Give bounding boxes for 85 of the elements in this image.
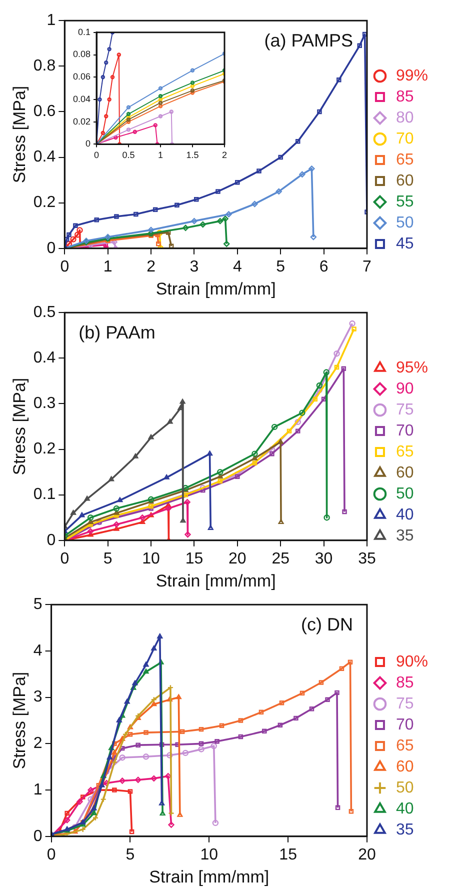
x-tick-label: 10 [142,550,160,568]
y-tick-label: 0.04 [72,94,91,104]
y-tick-label: 0.1 [78,26,91,37]
legend-label: 45 [396,235,414,252]
x-tick-label: 2 [146,258,156,276]
x-tick-label: 15 [185,550,204,568]
x-tick-label: 35 [358,550,376,568]
y-tick-label: 0.4 [33,148,56,166]
legend-label: 95% [396,359,428,376]
x-tick-label: 20 [358,846,376,864]
x-tick-label: 10 [200,846,218,864]
x-tick-label: 25 [272,550,290,568]
annotation: (c) DN [300,614,353,635]
x-tick-label: 4 [232,258,242,276]
y-tick-label: 0.2 [33,194,56,212]
legend-label: 75 [396,695,414,712]
x-tick-label: 6 [319,258,328,276]
legend-label: 80 [396,109,414,126]
legend-label: 90% [396,653,428,670]
legend-label: 50 [396,779,414,796]
legend-label: 50 [396,485,414,502]
y-tick-label: 0.8 [33,58,56,75]
x-tick-label: 0.5 [122,150,135,160]
legend-label: 60 [396,464,414,482]
y-tick-label: 0.3 [33,395,56,412]
y-tick-label: 0.02 [72,116,91,126]
legend-label: 85 [396,674,414,692]
x-tick-label: 7 [362,258,372,276]
legend-label: 60 [396,172,414,190]
x-tick-label: 0 [60,550,70,568]
x-tick-label: 2 [222,150,228,160]
x-tick-label: 20 [228,550,246,568]
y-tick-label: 0.06 [72,72,91,82]
y-tick-label: 0 [33,828,42,845]
x-tick-label: 5 [103,550,112,568]
legend-label: 60 [396,758,414,776]
annotation: (a) PAMPS [264,30,353,51]
annotation: (b) PAAm [78,322,156,343]
legend-label: 70 [396,130,414,148]
legend-label: 75 [396,401,414,418]
legend-label: 40 [396,800,414,818]
legend-label: 90 [396,380,414,398]
legend-label: 55 [396,193,414,210]
y-tick-label: 0.6 [33,103,56,120]
x-tick-label: 0 [94,150,100,160]
y-tick-label: 0.08 [72,49,91,60]
y-tick-label: 0 [46,532,56,549]
legend-label: 65 [396,737,414,754]
x-tick-label: 1.5 [186,150,199,160]
x-tick-label: 3 [190,258,199,276]
y-tick-label: 1 [33,781,42,798]
legend-label: 99% [396,67,428,84]
x-axis-title: Strain [mm/mm] [156,279,276,298]
y-tick-label: 4 [33,642,42,660]
y-tick-label: 0.4 [33,350,56,367]
y-axis-title: Stress [MPa] [10,378,29,476]
x-tick-label: 30 [314,550,333,568]
legend-label: 65 [396,443,414,460]
legend-label: 35 [396,821,414,838]
x-tick-label: 5 [126,846,135,864]
legend-label: 35 [396,527,414,544]
y-axis-title: Stress [MPa] [10,672,29,770]
y-tick-label: 5 [33,596,42,614]
x-tick-label: 1 [103,258,112,276]
y-tick-label: 3 [33,688,42,706]
x-tick-label: 15 [279,846,298,864]
y-tick-label: 0.5 [33,304,56,322]
x-axis-title: Strain [mm/mm] [149,867,270,886]
y-tick-label: 1 [46,12,56,30]
x-tick-label: 0 [60,258,70,276]
legend-label: 85 [396,88,414,106]
y-axis-title: Stress [MPa] [10,86,29,184]
legend-label: 70 [396,716,414,734]
legend-label: 70 [396,422,414,440]
x-tick-label: 5 [276,258,286,276]
legend-label: 65 [396,151,414,168]
y-tick-label: 2 [33,735,42,752]
y-tick-label: 0 [46,240,56,257]
x-tick-label: 1 [158,150,164,160]
y-tick-label: 0.2 [33,440,56,458]
y-tick-label: 0.1 [33,486,56,504]
legend-label: 50 [396,214,414,232]
x-axis-title: Strain [mm/mm] [156,571,276,590]
legend-label: 40 [396,506,414,524]
y-tick-label: 0 [86,138,91,149]
